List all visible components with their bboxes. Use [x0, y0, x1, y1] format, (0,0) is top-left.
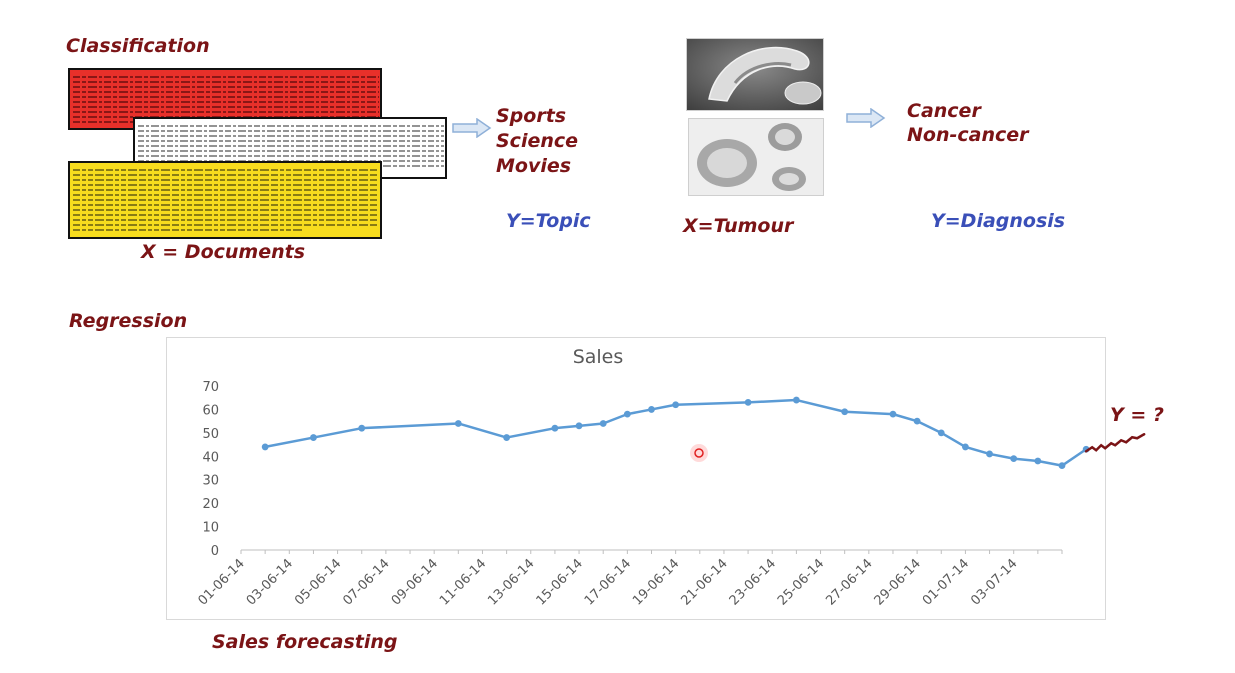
data-point — [744, 399, 752, 406]
x-tick-label: 25-06-14 — [775, 556, 827, 608]
data-point — [792, 396, 800, 404]
data-point — [358, 424, 366, 432]
topic-y-label: Y=Topic — [506, 210, 591, 232]
data-point — [310, 434, 317, 441]
data-point — [937, 429, 945, 437]
classification-title: Classification — [66, 35, 210, 57]
y-tick-label: 60 — [202, 403, 219, 418]
data-point — [623, 410, 631, 418]
text-lines-graphic — [73, 169, 379, 231]
data-point — [261, 443, 269, 451]
y-tick-label: 20 — [202, 497, 219, 512]
red-blood-cells-image — [688, 118, 824, 196]
x-tick-label: 01-07-14 — [920, 556, 972, 608]
data-point — [503, 434, 511, 441]
data-point — [913, 417, 921, 425]
data-point — [986, 450, 993, 458]
sales-series-line — [264, 398, 1087, 467]
topic-movies: Movies — [496, 155, 572, 177]
tumour-label: X=Tumour — [683, 215, 794, 237]
x-tick-label: 13-06-14 — [485, 556, 537, 608]
text-lines-graphic — [73, 76, 379, 123]
data-point — [1058, 462, 1066, 470]
documents-label: X = Documents — [141, 241, 306, 263]
chart-title: Sales — [573, 346, 624, 368]
x-tick-label: 17-06-14 — [582, 556, 634, 608]
data-point — [575, 422, 583, 430]
data-point — [599, 420, 607, 427]
cursor-dot — [694, 448, 704, 458]
x-tick-label: 05-06-14 — [292, 556, 344, 608]
x-tick-label: 03-06-14 — [244, 556, 296, 608]
arrow-right-icon — [452, 118, 492, 138]
diagnosis-list: Cancer Non-cancer — [907, 99, 1029, 147]
x-tick-label: 15-06-14 — [534, 556, 586, 608]
y-tick-label: 50 — [202, 427, 219, 442]
y-tick-label: 0 — [211, 544, 219, 559]
diagnosis-y-label: Y=Diagnosis — [931, 210, 1066, 232]
document-yellow — [68, 161, 382, 239]
regression-title: Regression — [69, 310, 188, 332]
x-tick-label: 23-06-14 — [727, 556, 779, 608]
y-tick-label: 40 — [202, 450, 219, 465]
sickle-cell-image — [686, 38, 824, 111]
x-tick-label: 09-06-14 — [389, 556, 441, 608]
topic-sports: Sports — [496, 105, 567, 127]
arrow-right-icon — [846, 108, 886, 128]
x-tick-label: 27-06-14 — [823, 556, 875, 608]
data-point — [648, 406, 655, 413]
diagnosis-cancer: Cancer — [907, 100, 981, 122]
x-tick-label: 19-06-14 — [630, 556, 682, 608]
x-tick-label: 21-06-14 — [678, 556, 730, 608]
forecast-scribble — [1084, 433, 1146, 453]
x-tick-label: 07-06-14 — [340, 556, 392, 608]
text-lines-graphic — [138, 125, 444, 172]
y-tick-label: 70 — [202, 380, 219, 395]
data-point — [841, 408, 849, 416]
topic-list: Sports Science Movies — [496, 104, 578, 179]
y-tick-label: 30 — [202, 474, 219, 489]
data-point — [1010, 455, 1018, 463]
sales-forecasting-caption: Sales forecasting — [212, 631, 398, 653]
topic-science: Science — [496, 130, 579, 152]
x-tick-label: 11-06-14 — [437, 556, 489, 608]
cursor-highlight — [690, 444, 708, 462]
x-tick-label: 03-07-14 — [968, 556, 1020, 608]
data-point — [454, 420, 462, 427]
data-point — [962, 443, 969, 451]
data-point — [889, 410, 897, 418]
data-point — [672, 401, 680, 409]
data-point — [1034, 457, 1042, 465]
y-tick-label: 10 — [202, 521, 219, 536]
x-tick-label: 29-06-14 — [872, 556, 924, 608]
x-tick-label: 01-06-14 — [195, 556, 247, 608]
diagnosis-non-cancer: Non-cancer — [907, 124, 1029, 146]
sales-chart-frame — [166, 337, 1106, 620]
forecast-label: Y = ? — [1110, 404, 1164, 426]
data-point — [551, 424, 559, 432]
